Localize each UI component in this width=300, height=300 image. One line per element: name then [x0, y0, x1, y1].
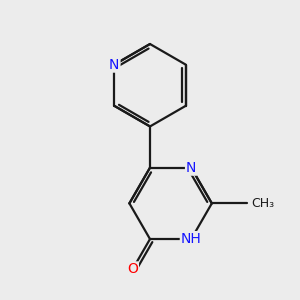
Text: N: N [109, 58, 119, 72]
Text: O: O [127, 262, 138, 276]
Text: CH₃: CH₃ [251, 197, 274, 210]
Text: NH: NH [181, 232, 202, 246]
Text: N: N [186, 161, 196, 175]
